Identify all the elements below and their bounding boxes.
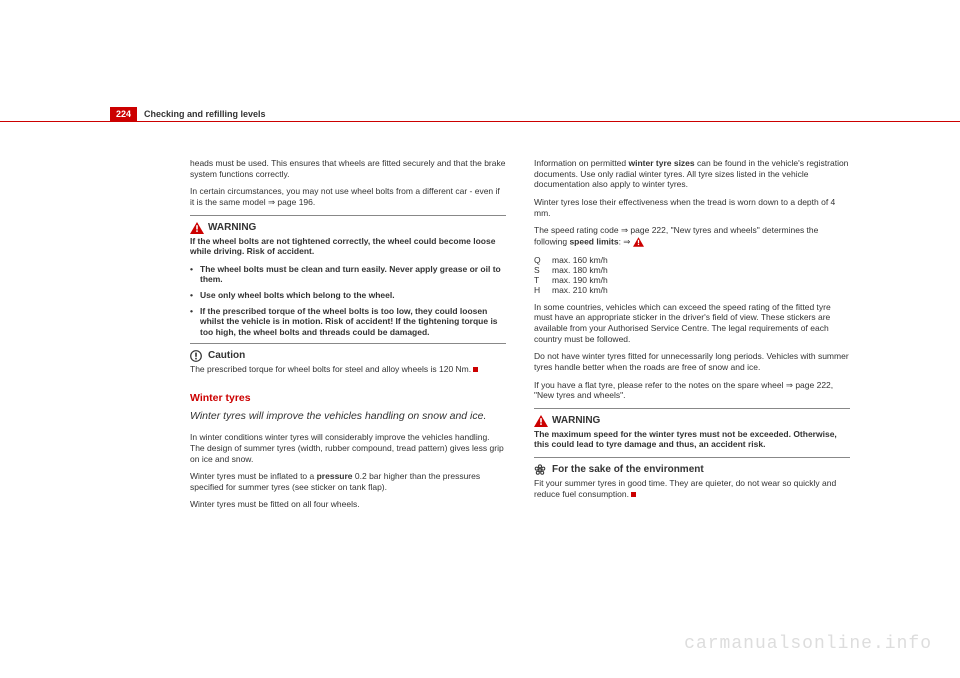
caution-body: The prescribed torque for wheel bolts fo… [190,364,506,375]
warning-item-3: If the prescribed torque of the wheel bo… [190,306,506,338]
environment-body-text: Fit your summer tyres in good time. They… [534,478,836,499]
divider [190,343,506,344]
speed-code: H [534,285,552,295]
right-column: Information on permitted winter tyre siz… [534,158,850,517]
section-title-winter-tyres: Winter tyres [190,392,506,404]
end-marker-icon [473,367,478,372]
watermark: carmanualsonline.info [684,634,932,654]
caution-heading-text: Caution [208,351,245,361]
left-p3b-pre: Winter tyres must be inflated to a [190,471,317,481]
running-head: Checking and refilling levels [144,109,266,119]
speed-code: Q [534,255,552,265]
right-p3-bold: speed limits [569,236,618,246]
right-p4: In some countries, vehicles which can ex… [534,302,850,345]
page-number-badge: 224 [110,107,137,121]
warning-body-right: The maximum speed for the winter tyres m… [534,429,850,450]
environment-heading-text: For the sake of the environment [552,465,704,475]
warning-heading-right: WARNING [534,415,850,427]
section-lead: Winter tyres will improve the vehicles h… [190,410,506,423]
speed-value: max. 180 km/h [552,265,608,275]
right-p3: The speed rating code ⇒ page 222, "New t… [534,225,850,248]
caution-heading: Caution [190,350,506,362]
warning-item-2: Use only wheel bolts which belong to the… [190,290,506,301]
speed-row: S max. 180 km/h [534,265,850,275]
speed-code: T [534,275,552,285]
speed-row: H max. 210 km/h [534,285,850,295]
warning-lead-left: If the wheel bolts are not tightened cor… [190,236,506,257]
right-p1-bold: winter tyre sizes [629,158,695,168]
left-p3a: In winter conditions winter tyres will c… [190,432,506,464]
environment-heading: For the sake of the environment [534,464,850,476]
right-p1: Information on permitted winter tyre siz… [534,158,850,190]
warning-heading-left-text: WARNING [208,223,256,233]
speed-row: T max. 190 km/h [534,275,850,285]
end-marker-icon [631,492,636,497]
divider [534,408,850,409]
left-column: heads must be used. This ensures that wh… [190,158,506,517]
speed-limit-list: Q max. 160 km/h S max. 180 km/h T max. 1… [534,255,850,295]
content-columns: heads must be used. This ensures that wh… [190,158,850,517]
speed-value: max. 190 km/h [552,275,608,285]
warning-item-1: The wheel bolts must be clean and turn e… [190,264,506,285]
right-p1-pre: Information on permitted [534,158,629,168]
right-p5: Do not have winter tyres fitted for unne… [534,351,850,372]
left-p4: Winter tyres must be fitted on all four … [190,499,506,510]
caution-circle-icon [190,350,204,362]
speed-value: max. 160 km/h [552,255,608,265]
environment-flower-icon [534,464,548,476]
left-p2: In certain circumstances, you may not us… [190,186,506,207]
warning-heading-left: WARNING [190,222,506,234]
caution-body-text: The prescribed torque for wheel bolts fo… [190,364,471,374]
left-p3b-bold: pressure [317,471,353,481]
speed-row: Q max. 160 km/h [534,255,850,265]
left-p3b: Winter tyres must be inflated to a press… [190,471,506,492]
right-p2: Winter tyres lose their effectiveness wh… [534,197,850,218]
divider [534,457,850,458]
warning-heading-right-text: WARNING [552,416,600,426]
left-p1: heads must be used. This ensures that wh… [190,158,506,179]
top-red-rule [0,121,960,122]
right-p3-post: : ⇒ [619,236,631,246]
right-p6: If you have a flat tyre, please refer to… [534,380,850,401]
warning-triangle-inline-icon [633,236,647,248]
environment-body: Fit your summer tyres in good time. They… [534,478,850,499]
warning-triangle-icon [534,415,548,427]
warning-triangle-icon [190,222,204,234]
divider [190,215,506,216]
speed-value: max. 210 km/h [552,285,608,295]
speed-code: S [534,265,552,275]
